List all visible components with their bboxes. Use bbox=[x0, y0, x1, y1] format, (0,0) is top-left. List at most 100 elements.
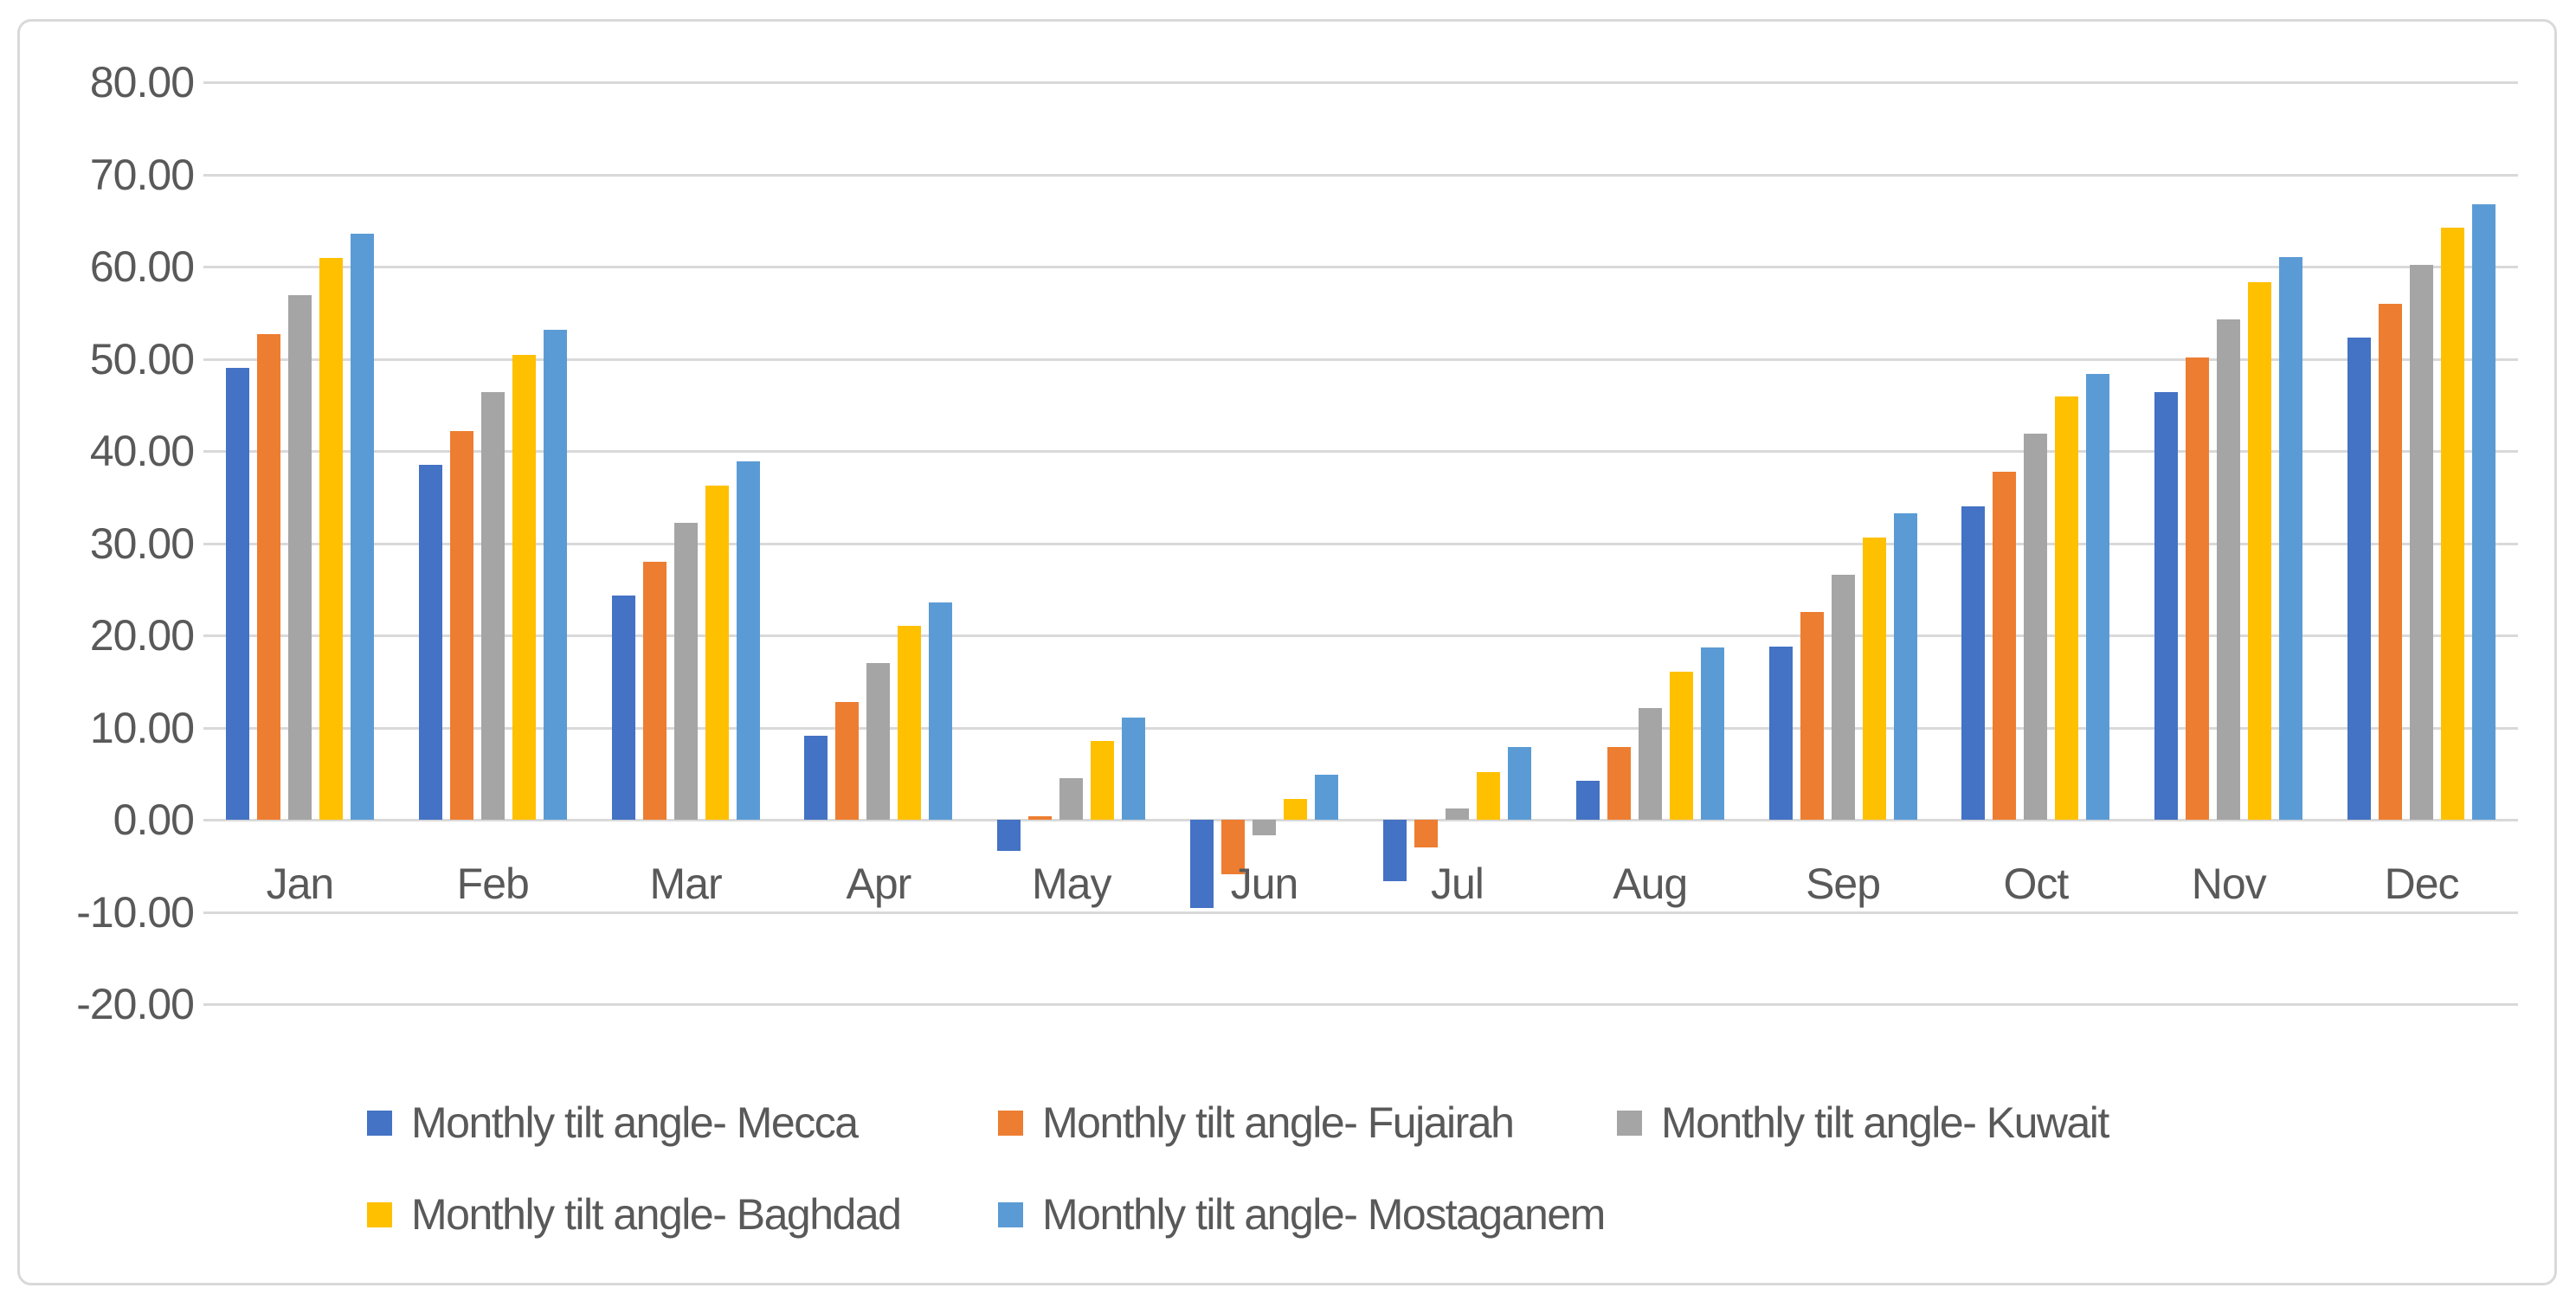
bar-nov-series-2 bbox=[2217, 319, 2241, 820]
x-axis-label-jun: Jun bbox=[1230, 860, 1299, 908]
y-axis-tick-label: 0.00 bbox=[113, 795, 195, 844]
bar-apr-series-1 bbox=[835, 701, 860, 820]
x-axis-label-nov: Nov bbox=[2191, 860, 2267, 908]
x-axis-label-aug: Aug bbox=[1613, 860, 1688, 908]
legend-item-4: Monthly tilt angle- Mostaganem bbox=[998, 1190, 1606, 1239]
bar-apr-series-2 bbox=[866, 662, 891, 820]
bar-nov-series-0 bbox=[2154, 391, 2179, 820]
bar-jun-series-2 bbox=[1253, 820, 1277, 836]
bar-dec-series-4 bbox=[2472, 203, 2496, 820]
bar-jul-series-4 bbox=[1507, 746, 1531, 820]
gridline-y-50 bbox=[203, 357, 2518, 361]
y-axis-tick-label: 30.00 bbox=[89, 518, 195, 568]
bar-apr-series-4 bbox=[929, 602, 953, 820]
bar-jun-series-0 bbox=[1190, 820, 1214, 909]
y-axis-tick-label: 70.00 bbox=[89, 150, 195, 199]
gridline-y--20 bbox=[203, 1003, 2518, 1006]
bar-sep-series-0 bbox=[1768, 646, 1793, 820]
bar-mar-series-0 bbox=[611, 596, 635, 820]
bar-nov-series-1 bbox=[2186, 357, 2210, 820]
x-axis-label-jan: Jan bbox=[266, 860, 335, 908]
bar-jun-series-1 bbox=[1221, 820, 1246, 874]
gridline-y-10 bbox=[203, 726, 2518, 730]
chart-frame: 80.00 70.00 60.00 50.00 40.00 30.00 20.00 10.00… bbox=[17, 19, 2557, 1285]
bar-may-series-1 bbox=[1028, 815, 1053, 820]
bar-jun-series-4 bbox=[1315, 774, 1339, 820]
gridline-y-60 bbox=[203, 266, 2518, 268]
legend-label: Monthly tilt angle- Fujairah bbox=[1042, 1098, 1515, 1147]
bar-oct-series-0 bbox=[1961, 506, 1986, 820]
bar-nov-series-3 bbox=[2248, 282, 2272, 820]
bar-jan-series-2 bbox=[287, 295, 312, 820]
bar-may-series-4 bbox=[1122, 717, 1146, 820]
bar-jan-series-0 bbox=[225, 368, 249, 820]
x-axis-label-feb: Feb bbox=[456, 860, 530, 908]
legend-item-3: Monthly tilt angle- Baghdad bbox=[367, 1190, 902, 1239]
x-axis-label-apr: Apr bbox=[846, 860, 912, 908]
bar-dec-series-3 bbox=[2441, 228, 2465, 820]
bar-mar-series-4 bbox=[736, 461, 760, 820]
bar-dec-series-0 bbox=[2347, 338, 2372, 820]
bar-feb-series-0 bbox=[418, 464, 442, 820]
bar-dec-series-1 bbox=[2379, 303, 2403, 820]
y-axis-tick-label: 20.00 bbox=[89, 611, 195, 660]
bar-aug-series-1 bbox=[1607, 746, 1631, 820]
bar-aug-series-0 bbox=[1575, 781, 1600, 820]
bar-oct-series-4 bbox=[2086, 373, 2110, 820]
x-axis-label-jul: Jul bbox=[1430, 860, 1484, 908]
bar-feb-series-1 bbox=[449, 430, 473, 820]
bar-sep-series-2 bbox=[1831, 574, 1855, 820]
legend-label: Monthly tilt angle- Mecca bbox=[411, 1098, 859, 1147]
bar-sep-series-3 bbox=[1862, 538, 1886, 820]
bar-jan-series-3 bbox=[319, 258, 343, 820]
bar-apr-series-3 bbox=[898, 626, 922, 820]
bar-may-series-2 bbox=[1059, 778, 1084, 820]
bar-jan-series-1 bbox=[256, 333, 280, 820]
bar-jul-series-2 bbox=[1445, 808, 1469, 820]
bar-aug-series-2 bbox=[1638, 708, 1662, 820]
y-axis-tick-label: 50.00 bbox=[89, 334, 195, 383]
legend-color-swatch-icon bbox=[367, 1110, 392, 1136]
bar-may-series-0 bbox=[997, 820, 1021, 852]
bar-mar-series-2 bbox=[673, 523, 698, 820]
y-axis-tick-label: 80.00 bbox=[89, 58, 195, 106]
gridline-y-20 bbox=[203, 634, 2518, 637]
bar-aug-series-3 bbox=[1669, 671, 1693, 820]
legend-color-swatch-icon bbox=[367, 1201, 392, 1227]
bar-jul-series-3 bbox=[1476, 771, 1500, 820]
bar-jul-series-1 bbox=[1414, 820, 1438, 847]
legend-color-swatch-icon bbox=[998, 1201, 1023, 1227]
bar-feb-series-2 bbox=[480, 391, 505, 820]
gridline-y-70 bbox=[203, 173, 2518, 177]
bar-oct-series-2 bbox=[2024, 433, 2048, 820]
legend-color-swatch-icon bbox=[1617, 1110, 1642, 1136]
bar-mar-series-3 bbox=[705, 486, 729, 820]
bar-may-series-3 bbox=[1091, 741, 1115, 820]
x-axis-label-mar: Mar bbox=[649, 860, 723, 908]
bar-aug-series-4 bbox=[1700, 647, 1724, 820]
gridline-y-80 bbox=[203, 81, 2518, 84]
bar-jul-series-0 bbox=[1382, 820, 1407, 882]
bar-apr-series-0 bbox=[804, 736, 828, 820]
y-axis-tick-label: -10.00 bbox=[76, 887, 195, 937]
legend-label: Monthly tilt angle- Baghdad bbox=[411, 1190, 902, 1239]
x-axis-label-dec: Dec bbox=[2384, 860, 2460, 908]
bar-feb-series-4 bbox=[543, 330, 567, 820]
y-axis-tick-label: 10.00 bbox=[89, 703, 195, 752]
gridline-y--10 bbox=[203, 911, 2518, 914]
bar-sep-series-4 bbox=[1893, 513, 1917, 820]
x-axis-label-may: May bbox=[1032, 860, 1111, 908]
bar-jan-series-4 bbox=[350, 233, 374, 820]
bar-dec-series-2 bbox=[2410, 264, 2434, 820]
gridline-y-30 bbox=[203, 542, 2518, 545]
bar-jun-series-3 bbox=[1284, 798, 1308, 820]
x-axis-label-oct: Oct bbox=[2003, 860, 2070, 908]
legend-item-0: Monthly tilt angle- Mecca bbox=[367, 1098, 859, 1147]
y-axis-tick-label: -20.00 bbox=[76, 980, 195, 1028]
y-axis-tick-label: 40.00 bbox=[89, 427, 195, 475]
gridline-y-0 bbox=[203, 819, 2518, 821]
bar-chart-plot-area: 80.00 70.00 60.00 50.00 40.00 30.00 20.00 10.00… bbox=[20, 22, 2554, 1283]
gridline-y-40 bbox=[203, 450, 2518, 453]
x-axis-label-sep: Sep bbox=[1806, 860, 1881, 908]
bar-oct-series-1 bbox=[1993, 472, 2017, 820]
